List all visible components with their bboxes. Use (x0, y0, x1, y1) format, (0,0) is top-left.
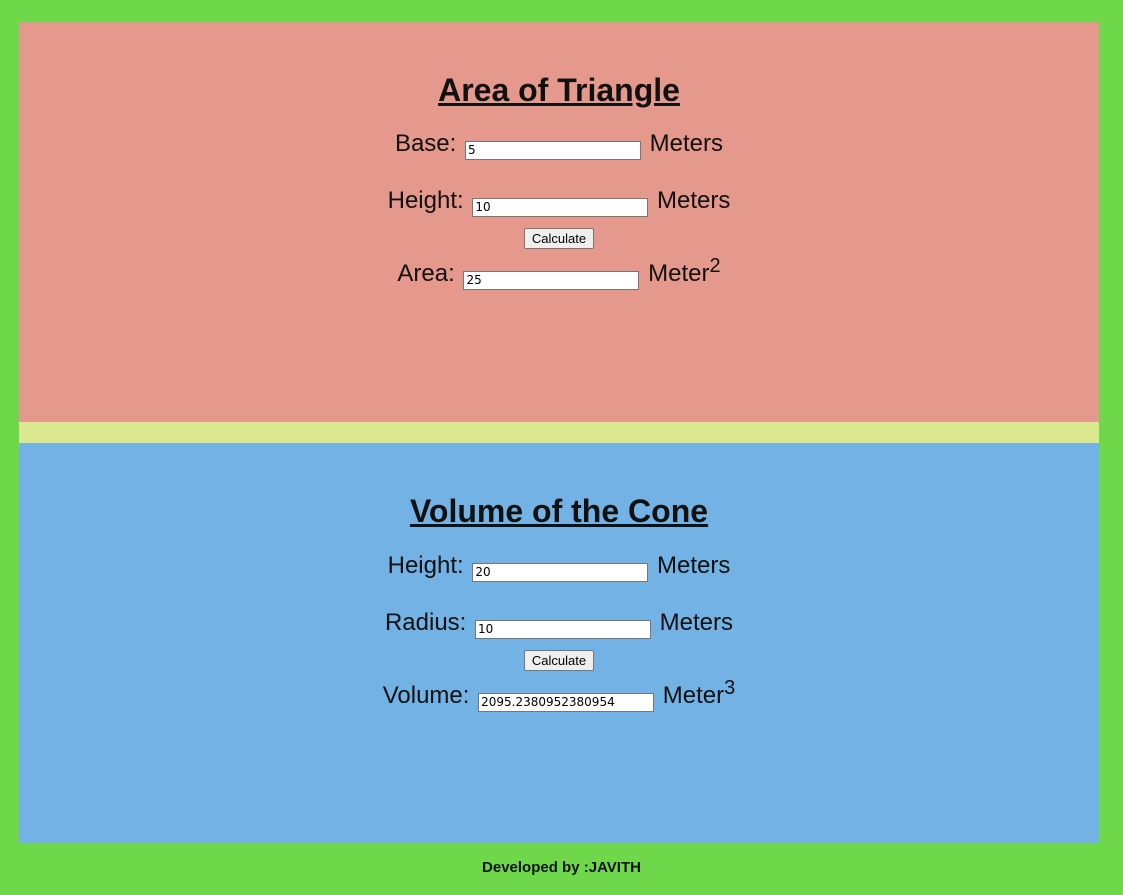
base-unit: Meters (649, 130, 724, 157)
triangle-panel: Area of Triangle Base: Meters Height: Me… (19, 22, 1099, 422)
triangle-height-input[interactable] (472, 197, 649, 217)
triangle-title: Area of Triangle (438, 72, 680, 108)
volume-output[interactable] (478, 692, 655, 712)
volume-unit-exponent: 3 (724, 677, 736, 699)
radius-input[interactable] (475, 619, 651, 639)
area-label: Area: (397, 260, 455, 287)
base-input[interactable] (465, 140, 641, 160)
calculate-volume-button[interactable]: Calculate (523, 650, 595, 671)
triangle-height-unit: Meters (657, 187, 731, 214)
cone-title: Volume of the Cone (409, 493, 709, 529)
triangle-height-row: Height: Meters (19, 187, 1099, 217)
area-row: Area: Meter2 (19, 256, 1099, 290)
footer-credit: Developed by :JAVITH (482, 859, 641, 876)
section-divider (19, 422, 1099, 443)
cone-panel: Volume of the Cone Height: Meters Radius… (19, 443, 1099, 843)
volume-row: Volume: Meter3 (19, 678, 1099, 712)
radius-unit: Meters (659, 609, 734, 636)
calculate-area-button[interactable]: Calculate (523, 228, 595, 249)
cone-height-unit: Meters (657, 552, 731, 579)
cone-height-input[interactable] (472, 562, 649, 582)
cone-height-row: Height: Meters (19, 552, 1099, 582)
volume-unit: Meter3 (662, 678, 735, 709)
area-unit-exponent: 2 (709, 255, 721, 277)
radius-row: Radius: Meters (19, 609, 1099, 639)
area-unit: Meter2 (648, 256, 720, 287)
cone-height-label: Height: (387, 552, 464, 579)
volume-label: Volume: (382, 682, 470, 709)
base-label: Base: (394, 130, 457, 157)
base-row: Base: Meters (19, 130, 1099, 160)
cone-button-row: Calculate (19, 650, 1099, 671)
volume-unit-text: Meter (662, 682, 725, 709)
area-output[interactable] (463, 270, 640, 290)
radius-label: Radius: (384, 609, 467, 636)
triangle-height-label: Height: (387, 187, 464, 214)
triangle-button-row: Calculate (19, 228, 1099, 249)
area-unit-text: Meter (648, 260, 710, 287)
